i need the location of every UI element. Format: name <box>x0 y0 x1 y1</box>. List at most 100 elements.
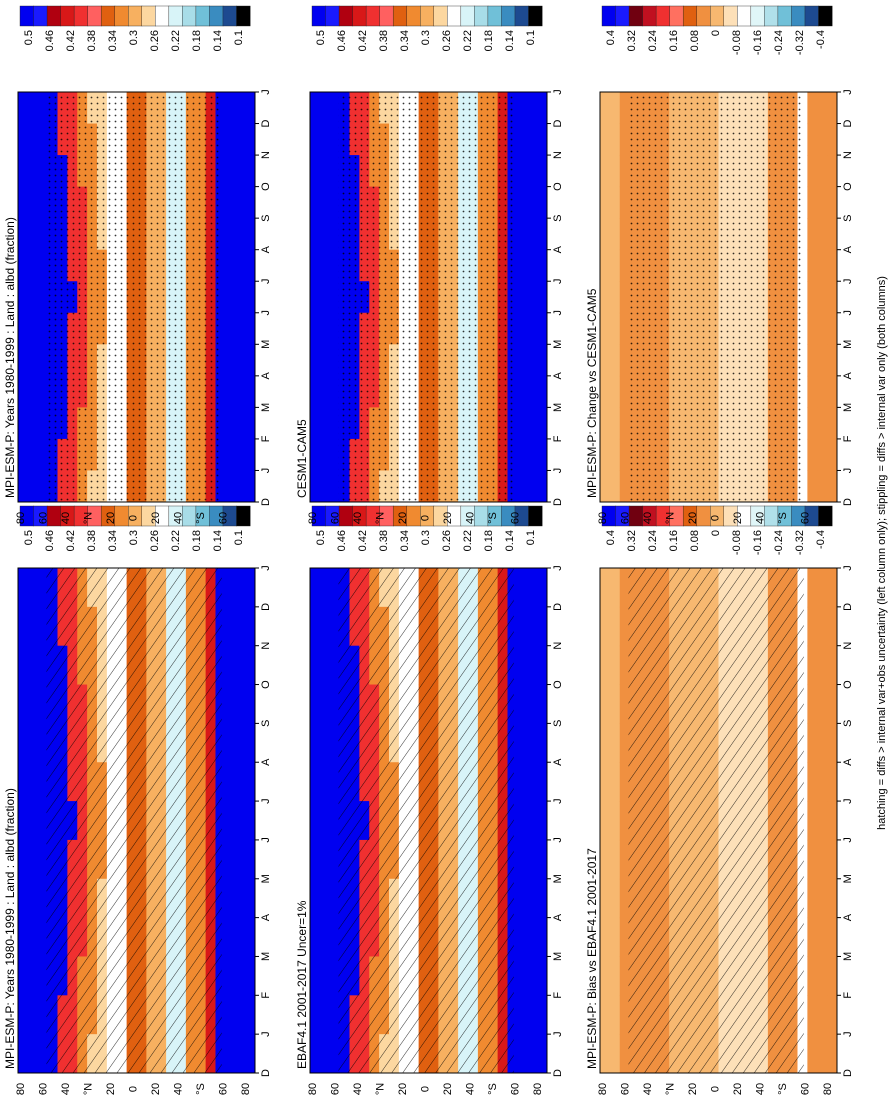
lat-tick-label: 60 <box>330 1083 342 1095</box>
lat-tick-label: 0 <box>128 1086 140 1092</box>
lat-tick-label: 20 <box>397 1083 409 1095</box>
heatmap-cell <box>225 407 236 440</box>
heatmap-cell <box>37 470 49 503</box>
heatmap-cell <box>600 917 611 957</box>
lat-tick-label: °S <box>195 1083 207 1095</box>
colorbar-label: 0.26 <box>441 30 453 51</box>
lat-tick-label: 60 <box>218 1083 230 1095</box>
panel-title: MPI-ESM-P: Years 1980-1999 : Land : albd… <box>3 217 17 498</box>
month-tick-label: A <box>260 372 272 380</box>
month-tick-label: D <box>842 603 854 611</box>
heatmap-cell <box>619 312 631 345</box>
heatmap-cell <box>619 956 631 996</box>
heatmap-cell <box>527 312 538 345</box>
heatmap-cell <box>319 762 331 802</box>
heatmap-cell <box>827 839 838 880</box>
heatmap-cell <box>310 1034 321 1074</box>
heatmap-cell <box>817 645 828 686</box>
colorbar-label: 0.34 <box>107 530 119 551</box>
colorbar-swatch <box>528 5 543 27</box>
heatmap-cell <box>18 92 29 125</box>
heatmap-cell <box>329 92 341 125</box>
colorbar-swatch <box>236 5 251 27</box>
lat-tick-label: 80 <box>597 1083 609 1095</box>
colorbar-label: 0.34 <box>399 30 411 51</box>
lat-tick-label: 60 <box>330 512 342 524</box>
heatmap-cell <box>817 344 828 377</box>
lat-tick-label: °N <box>375 1083 387 1095</box>
heatmap-cell <box>235 92 246 125</box>
heatmap-cell <box>37 92 49 125</box>
heatmap-cell <box>18 606 29 647</box>
heatmap-cell <box>827 956 838 996</box>
heatmap-cell <box>537 312 548 345</box>
heatmap-cell <box>245 568 256 608</box>
heatmap-cell <box>807 249 818 282</box>
lat-tick-label: 40 <box>352 512 364 524</box>
heatmap-cell <box>527 839 538 880</box>
heatmap-cell <box>18 470 29 503</box>
colorbar-swatch <box>46 5 62 27</box>
heatmap-cell <box>609 645 621 686</box>
month-tick-label: M <box>260 340 272 349</box>
lat-tick-label: 60 <box>38 1083 50 1095</box>
heatmap-cell <box>18 645 29 686</box>
heatmap-cell <box>817 375 828 408</box>
heatmap-cell <box>245 438 256 471</box>
lat-tick-label: 0 <box>710 1086 722 1092</box>
colorbar-label: -0.32 <box>794 30 806 55</box>
lat-tick-label: 60 <box>800 1083 812 1095</box>
heatmap-cell <box>225 839 236 880</box>
heatmap-cell <box>827 1034 838 1074</box>
colorbar-swatch <box>474 5 489 27</box>
heatmap-cell <box>310 956 321 996</box>
month-tick-label: D <box>842 498 854 506</box>
heatmap-cell <box>527 438 538 471</box>
heatmap-cell <box>329 878 341 919</box>
colorbar-swatch <box>818 505 833 527</box>
heatmap-cell <box>235 1034 246 1074</box>
lat-tick-label: 80 <box>532 1083 544 1095</box>
heatmap-cell <box>225 995 236 1035</box>
heatmap-cell <box>600 606 611 647</box>
heatmap-cell <box>517 407 528 440</box>
month-tick-label: A <box>842 758 854 766</box>
heatmap-cell <box>527 684 538 724</box>
heatmap-cell <box>537 155 548 188</box>
heatmap-cell <box>807 917 818 957</box>
heatmap-cell <box>37 1034 49 1074</box>
heatmap-cell <box>600 684 611 724</box>
heatmap-cell <box>310 438 321 471</box>
colorbar-label: 0.32 <box>626 530 638 551</box>
heatmap-cell <box>245 645 256 686</box>
colorbar-label: 0.46 <box>336 530 348 551</box>
heatmap-cell <box>517 375 528 408</box>
month-tick-label: J <box>260 837 272 843</box>
heatmap-cell <box>329 684 341 724</box>
colorbar-swatch <box>669 5 684 27</box>
lat-tick-label: 40 <box>755 1083 767 1095</box>
heatmap-cell <box>329 995 341 1035</box>
month-tick-label: N <box>842 151 854 159</box>
heatmap-cell <box>319 878 331 919</box>
heatmap-cell <box>817 801 828 841</box>
month-tick-label: N <box>260 151 272 159</box>
heatmap-cell <box>619 407 631 440</box>
heatmap-cell <box>37 878 49 919</box>
month-tick-label: J <box>552 468 564 474</box>
heatmap-cell <box>807 375 818 408</box>
lat-tick-label: 20 <box>687 512 699 524</box>
heatmap-cell <box>225 155 236 188</box>
colorbar-label: 0.26 <box>149 30 161 51</box>
heatmap-cell <box>235 995 246 1035</box>
heatmap-cell <box>310 312 321 345</box>
heatmap-cell <box>807 723 818 763</box>
heatmap-cell <box>609 568 621 608</box>
colorbar-label: 0.08 <box>689 530 701 551</box>
heatmap-cell <box>619 249 631 282</box>
heatmap-cell <box>235 375 246 408</box>
colorbar-swatch <box>764 5 779 27</box>
colorbar-label: 0.14 <box>212 30 224 51</box>
heatmap-cell <box>537 723 548 763</box>
lat-tick-label: °N <box>665 1083 677 1095</box>
